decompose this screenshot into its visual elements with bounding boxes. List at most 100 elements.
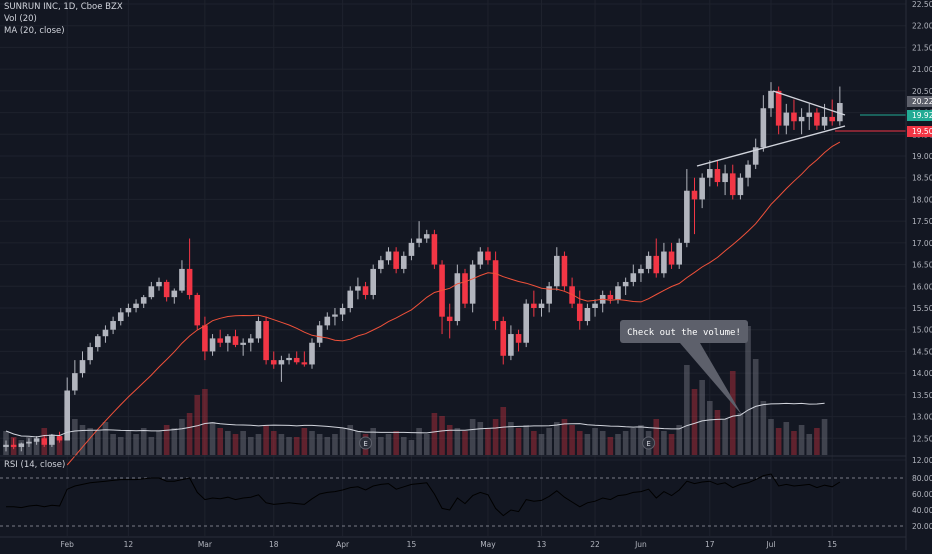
candle[interactable] bbox=[523, 299, 529, 348]
candle[interactable] bbox=[301, 351, 308, 367]
candle[interactable] bbox=[722, 164, 728, 196]
candle[interactable] bbox=[508, 325, 514, 361]
candle[interactable] bbox=[316, 321, 323, 348]
candle[interactable] bbox=[232, 329, 239, 348]
annotation-callout[interactable]: Check out the volume! bbox=[620, 320, 748, 415]
candle[interactable] bbox=[10, 438, 17, 450]
candle[interactable] bbox=[140, 294, 147, 308]
candle[interactable] bbox=[645, 251, 652, 274]
candle[interactable] bbox=[110, 316, 116, 335]
trendline-lower[interactable] bbox=[696, 125, 846, 167]
candle[interactable] bbox=[622, 277, 629, 295]
candle[interactable] bbox=[752, 138, 759, 170]
candle[interactable] bbox=[576, 290, 583, 330]
candle[interactable] bbox=[133, 299, 139, 313]
candle[interactable] bbox=[783, 103, 790, 135]
candle[interactable] bbox=[546, 281, 552, 313]
candle[interactable] bbox=[798, 108, 805, 135]
price-axis[interactable]: 22.50 22.00 21.50 21.00 20.50 20.00 19.50 19.00… bbox=[905, 0, 932, 550]
candle[interactable] bbox=[561, 251, 568, 291]
candle[interactable] bbox=[416, 221, 422, 248]
candle[interactable] bbox=[225, 334, 231, 352]
candle[interactable] bbox=[49, 433, 55, 447]
earnings-marker[interactable]: E bbox=[642, 436, 656, 450]
candle[interactable] bbox=[760, 95, 767, 152]
candle[interactable] bbox=[95, 334, 101, 352]
trendline-upper[interactable] bbox=[772, 90, 846, 116]
candle[interactable] bbox=[661, 242, 667, 278]
candle[interactable] bbox=[615, 281, 621, 304]
candle[interactable] bbox=[217, 329, 223, 348]
candle[interactable] bbox=[240, 338, 246, 356]
candle[interactable] bbox=[837, 86, 843, 126]
candle[interactable] bbox=[554, 247, 560, 291]
candle[interactable] bbox=[462, 268, 468, 308]
candle[interactable] bbox=[87, 342, 93, 365]
candle[interactable] bbox=[355, 277, 361, 300]
candle[interactable] bbox=[263, 316, 269, 365]
candle[interactable] bbox=[699, 173, 705, 209]
candle[interactable] bbox=[584, 303, 591, 326]
candle[interactable] bbox=[653, 238, 660, 278]
candle[interactable] bbox=[745, 160, 751, 187]
candle[interactable] bbox=[202, 316, 208, 361]
candle[interactable] bbox=[668, 242, 675, 269]
candle[interactable] bbox=[72, 360, 78, 395]
candle[interactable] bbox=[676, 238, 682, 269]
time-axis[interactable]: Feb 12 Mar 18 Apr 15 May 13 22 Jun 17 Jul 15 bbox=[0, 536, 906, 549]
candle[interactable] bbox=[79, 351, 86, 378]
legend-volume[interactable]: Vol (20) bbox=[4, 14, 37, 24]
rsi-pane[interactable] bbox=[0, 455, 906, 527]
candle[interactable] bbox=[791, 99, 797, 130]
candle[interactable] bbox=[148, 281, 155, 300]
candle[interactable] bbox=[592, 299, 598, 317]
candle[interactable] bbox=[347, 286, 354, 313]
candle[interactable] bbox=[729, 164, 736, 200]
candle[interactable] bbox=[401, 251, 407, 274]
candle[interactable] bbox=[806, 103, 813, 130]
earnings-marker[interactable]: E bbox=[359, 436, 373, 450]
candle[interactable] bbox=[209, 334, 216, 356]
candle[interactable] bbox=[378, 255, 384, 274]
candle[interactable] bbox=[332, 308, 338, 326]
candle[interactable] bbox=[408, 238, 415, 261]
candle[interactable] bbox=[270, 351, 277, 369]
candle[interactable] bbox=[531, 290, 537, 317]
candle[interactable] bbox=[691, 177, 698, 235]
candle[interactable] bbox=[56, 431, 63, 443]
candle[interactable] bbox=[500, 316, 507, 365]
candle[interactable] bbox=[248, 334, 254, 352]
candle[interactable] bbox=[454, 264, 461, 326]
candle[interactable] bbox=[515, 329, 522, 352]
candle[interactable] bbox=[125, 303, 132, 317]
candle[interactable] bbox=[370, 264, 376, 300]
candle[interactable] bbox=[829, 99, 835, 126]
candle[interactable] bbox=[163, 279, 170, 302]
candle[interactable] bbox=[324, 312, 331, 330]
candle[interactable] bbox=[714, 160, 721, 187]
candlesticks[interactable] bbox=[3, 82, 843, 452]
candle[interactable] bbox=[102, 325, 109, 343]
candle[interactable] bbox=[630, 264, 637, 287]
candle[interactable] bbox=[814, 108, 820, 130]
rsi-axis[interactable]: 80.00 60.00 40.00 20.00 bbox=[912, 474, 932, 531]
candle[interactable] bbox=[33, 436, 40, 445]
candle[interactable] bbox=[255, 316, 262, 343]
candle[interactable] bbox=[194, 292, 201, 330]
candle[interactable] bbox=[186, 238, 193, 300]
candle[interactable] bbox=[26, 438, 32, 447]
candle[interactable] bbox=[684, 169, 690, 248]
candle[interactable] bbox=[309, 338, 315, 369]
candle[interactable] bbox=[469, 260, 476, 313]
candle[interactable] bbox=[607, 290, 614, 304]
legend-ma[interactable]: MA (20, close) bbox=[4, 26, 65, 36]
candle[interactable] bbox=[18, 442, 25, 452]
candle[interactable] bbox=[41, 436, 48, 447]
candle[interactable] bbox=[171, 288, 178, 304]
candle[interactable] bbox=[492, 251, 499, 330]
legend-rsi[interactable]: RSI (14, close) bbox=[4, 460, 66, 470]
candle[interactable] bbox=[737, 173, 744, 200]
candle[interactable] bbox=[485, 247, 491, 265]
